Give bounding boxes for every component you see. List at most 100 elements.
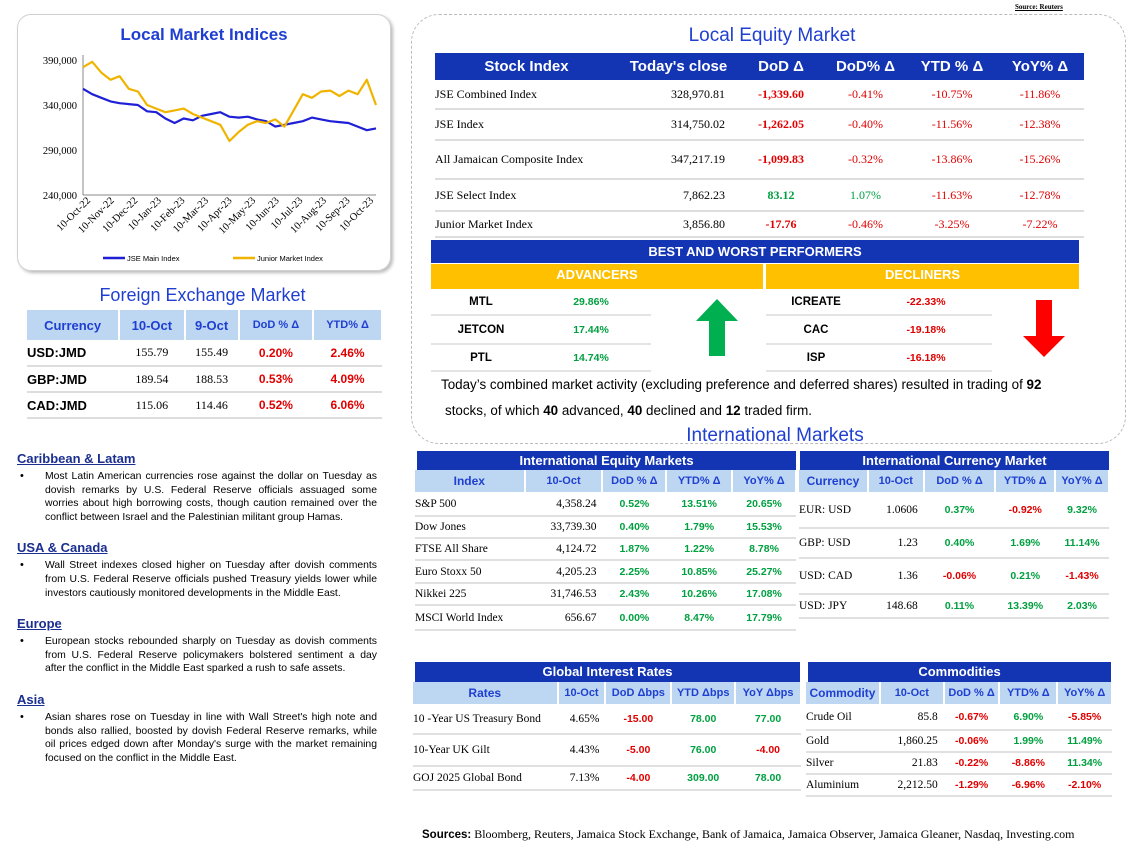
table-row: 10-Year UK Gilt 4.43% -5.00 76.00 -4.00	[413, 734, 801, 767]
fx-header-row: Currency 10-Oct 9-Oct DoD % Δ YTD% Δ	[27, 310, 383, 340]
table-cell: 2,212.50	[879, 774, 944, 797]
table-row: MSCI World Index 656.67 0.00% 8.47% 17.79%	[415, 605, 796, 631]
table-cell: 4,205.23	[524, 560, 603, 584]
table-cell: 8.47%	[666, 605, 733, 631]
table-cell: 4,358.24	[524, 492, 603, 517]
table-cell: 78.00	[671, 704, 736, 735]
chart-y-tick-label: 240,000	[43, 191, 77, 202]
table-cell: 0.11%	[923, 594, 996, 619]
equity-cell: -0.46%	[823, 211, 908, 238]
fx-cell: 0.20%	[238, 340, 314, 367]
fx-cell: 155.79	[119, 340, 185, 367]
row-label: Dow Jones	[415, 516, 525, 539]
table-row: GBP: USD 1.23 0.40% 1.69% 11.14%	[799, 528, 1109, 559]
summary-text-1: Today’s combined market activity (exclud…	[441, 377, 1027, 392]
equity-cell: -10.75%	[908, 80, 996, 110]
table-cell: -6.96%	[999, 774, 1058, 797]
table-cell: 148.68	[867, 594, 924, 619]
table-cell: 78.00	[735, 766, 801, 791]
performer-row: ISP -16.18%	[766, 345, 992, 372]
chart-y-tick-label: 290,000	[43, 146, 77, 157]
fx-currency-name: GBP:JMD	[27, 366, 120, 393]
table-row: S&P 500 4,358.24 0.52% 13.51% 20.65%	[415, 492, 796, 517]
news-item: Caribbean & Latam Most Latin American cur…	[17, 451, 377, 524]
footer-sources: Sources: Bloomberg, Reuters, Jamaica Sto…	[422, 827, 1075, 842]
table-cell: 2.25%	[602, 560, 667, 584]
intl-currency-title: International Currency Market	[800, 451, 1109, 470]
fx-cell: 189.54	[119, 366, 185, 393]
equity-row: Junior Market Index 3,856.80 -17.76 -0.46% -…	[435, 211, 1084, 238]
fx-currency-name: USD:JMD	[27, 340, 120, 367]
table-cell: 1.22%	[666, 538, 733, 561]
rates-title: Global Interest Rates	[415, 662, 800, 682]
row-label: FTSE All Share	[415, 538, 525, 561]
table-header-cell: YoY% Δ	[1055, 470, 1110, 492]
news-heading: Europe	[17, 616, 62, 632]
table-cell: 8.78%	[732, 538, 796, 561]
source-note: Source: Reuters	[1015, 3, 1063, 11]
table-cell: -8.86%	[999, 752, 1058, 775]
equity-cell: -11.63%	[908, 179, 996, 212]
rates-table: Rates 10-Oct DoD Δbps YTD Δbps YoY Δbps 10 -…	[413, 682, 802, 791]
equity-cell: -0.32%	[823, 140, 908, 180]
row-label: Gold	[806, 730, 880, 753]
fx-header-cell: DoD % Δ	[238, 310, 315, 340]
table-cell: -2.10%	[1057, 774, 1112, 797]
table-row: Crude Oil 85.8 -0.67% 6.90% -5.85%	[806, 704, 1112, 731]
summary-declined: 40	[627, 403, 643, 418]
equity-cell: -12.78%	[996, 179, 1084, 212]
row-label: Crude Oil	[806, 704, 880, 731]
news-heading: Asia	[17, 691, 45, 707]
table-cell: 4.65%	[557, 704, 606, 735]
table-row: FTSE All Share 4,124.72 1.87% 1.22% 8.78%	[415, 538, 796, 561]
table-header-cell: DoD Δbps	[605, 682, 673, 704]
table-cell: 1.69%	[995, 528, 1056, 559]
down-arrow-icon	[1023, 300, 1065, 357]
table-header-cell: 10-Oct	[879, 682, 945, 704]
equity-panel	[411, 14, 1126, 444]
decliners-list: ICREATE -22.33% CAC -19.18% ISP -16.18%	[766, 289, 992, 372]
news-item: USA & Canada Wall Street indexes closed h…	[17, 540, 377, 600]
fx-header-cell: YTD% Δ	[313, 310, 383, 340]
table-cell: -0.06%	[943, 730, 1000, 753]
equity-cell: 7,862.23	[618, 179, 739, 212]
equity-table: Stock Index Today's close DoD Δ DoD% Δ YTD %…	[435, 53, 1084, 238]
table-header-cell: YTD Δbps	[671, 682, 737, 704]
equity-header-cell: DoD% Δ	[835, 58, 896, 75]
table-header-cell: Index	[415, 470, 526, 492]
table-header-cell: 10-Oct	[557, 682, 607, 704]
news-text: Wall Street indexes closed higher on Tue…	[17, 559, 377, 600]
fx-row: GBP:JMD 189.54 188.53 0.53% 4.09%	[27, 366, 382, 393]
performer-change: -19.18%	[906, 323, 946, 336]
table-cell: 309.00	[671, 766, 736, 791]
performer-symbol: JETCON	[457, 323, 505, 336]
row-label: EUR: USD	[799, 492, 868, 529]
equity-cell: 328,970.81	[618, 80, 739, 110]
table-cell: 17.79%	[732, 605, 796, 631]
equity-cell: -11.86%	[996, 80, 1084, 110]
table-row: USD: CAD 1.36 -0.06% 0.21% -1.43%	[799, 558, 1109, 595]
advancers-list: MTL 29.86% JETCON 17.44% PTL 14.74%	[431, 289, 651, 372]
table-header-cell: Currency	[799, 470, 869, 492]
table-cell: 11.49%	[1057, 730, 1112, 753]
news-text: Most Latin American currencies rose agai…	[17, 470, 377, 524]
table-header-cell: DoD % Δ	[943, 682, 1001, 704]
news-item: Asia Asian shares rose on Tuesday in line…	[17, 692, 377, 765]
table-row: EUR: USD 1.0606 0.37% -0.92% 9.32%	[799, 492, 1109, 529]
equity-cell: 83.12	[739, 179, 823, 212]
equity-cell: -7.22%	[996, 211, 1084, 238]
fx-header-cell: 10-Oct	[119, 310, 186, 340]
equity-cell: 347,217.19	[618, 140, 739, 180]
table-header-cell: DoD % Δ	[602, 470, 668, 492]
intl-currency-header-row: Currency 10-Oct DoD % Δ YTD% Δ YoY% Δ	[799, 470, 1110, 492]
table-row: Gold 1,860.25 -0.06% 1.99% 11.49%	[806, 730, 1112, 753]
equity-cell: -11.56%	[908, 109, 996, 141]
performer-symbol: MTL	[469, 295, 493, 308]
advancers-header: ADVANCERS	[431, 264, 763, 289]
footer-text: Bloomberg, Reuters, Jamaica Stock Exchan…	[471, 827, 1075, 841]
row-label: GOJ 2025 Global Bond	[413, 766, 558, 791]
table-header-cell: YoY% Δ	[1057, 682, 1113, 704]
fx-cell: 6.06%	[313, 392, 382, 419]
table-cell: 76.00	[671, 734, 736, 767]
performer-change: 14.74%	[573, 351, 609, 364]
